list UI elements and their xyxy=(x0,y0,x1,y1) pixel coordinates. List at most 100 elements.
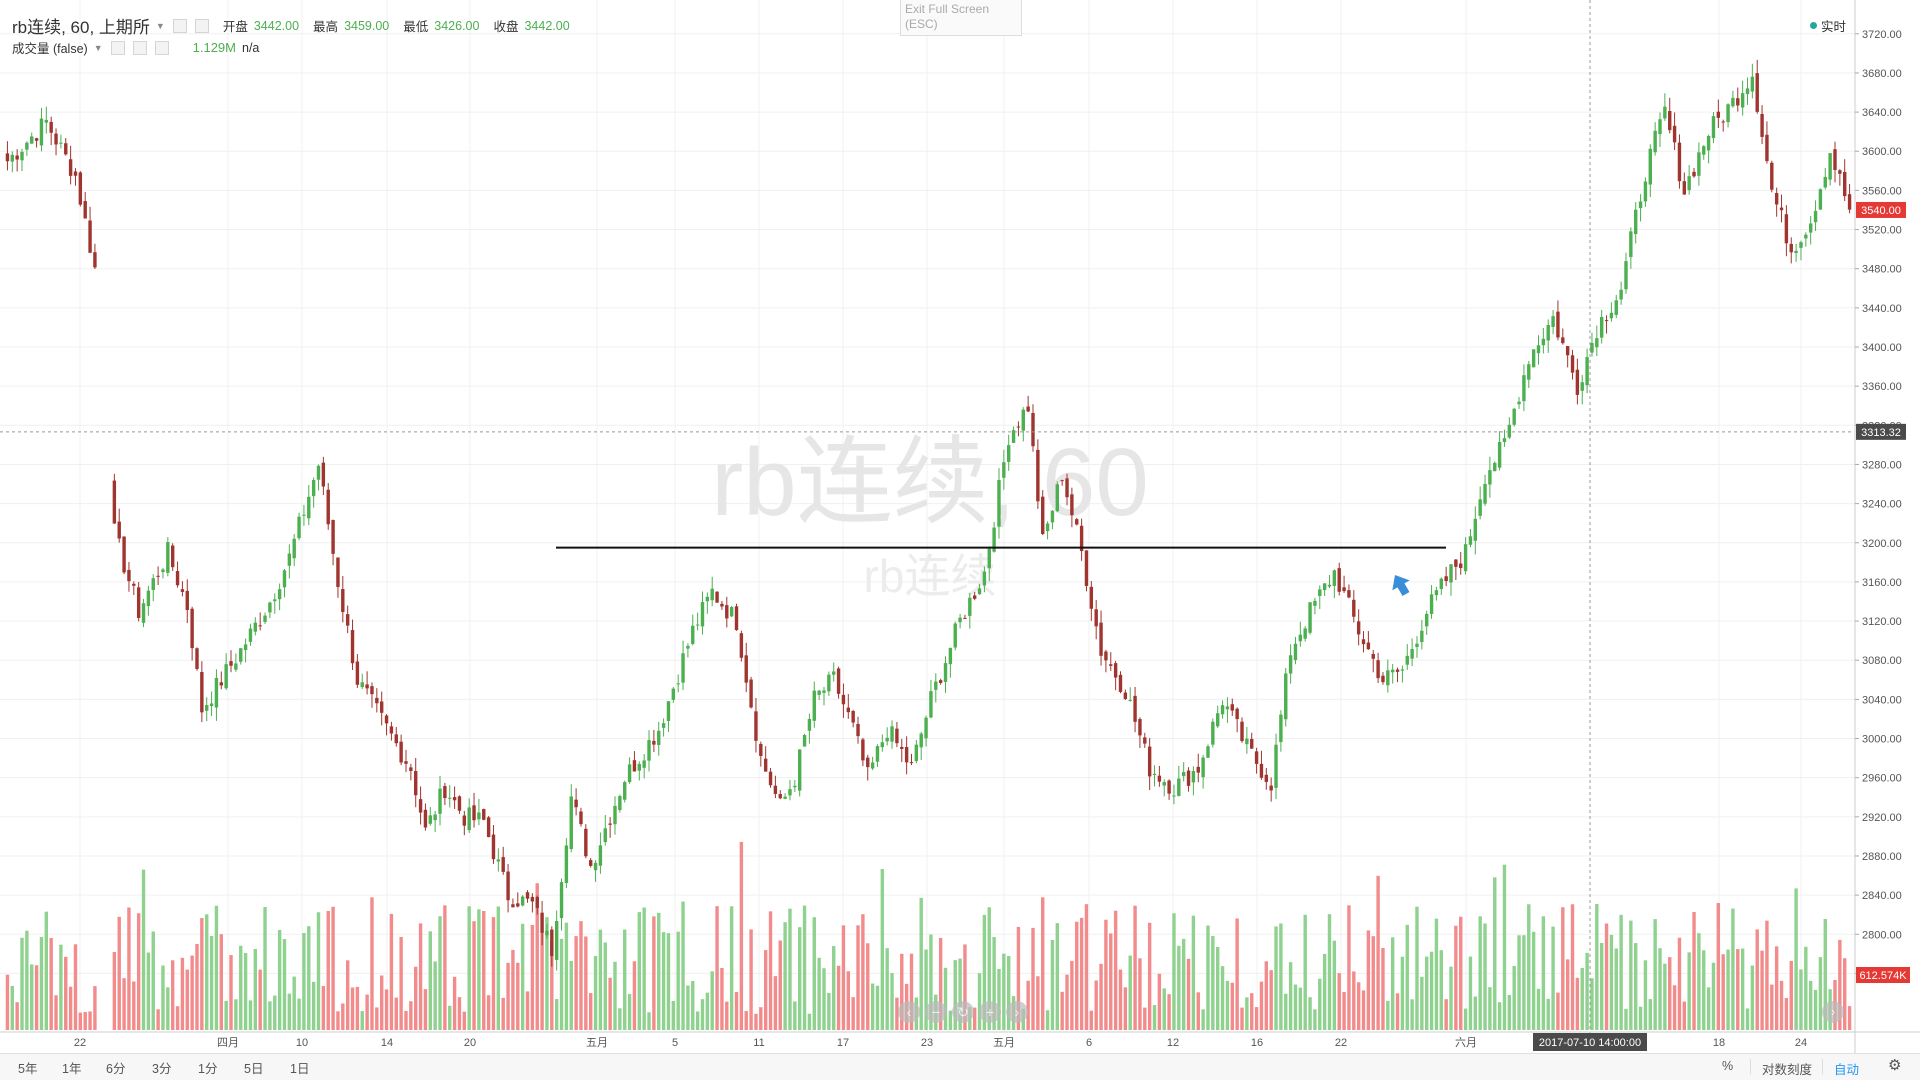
volume-bar xyxy=(1497,1002,1502,1030)
realtime-indicator[interactable]: 实时 xyxy=(1810,16,1846,35)
range-6m-button[interactable]: 6分 xyxy=(106,1062,126,1076)
candle-body xyxy=(1264,774,1269,782)
candle-body xyxy=(1284,673,1288,720)
volume-bar xyxy=(379,975,384,1030)
price-axis[interactable]: 3720.00 3680.00 3640.00 3600.00 3560.00 3520.… xyxy=(1855,29,1902,981)
high-label: 最高 xyxy=(313,20,339,34)
volume-bar xyxy=(584,936,588,1030)
exit-fullscreen-tooltip[interactable]: Exit Full Screen (ESC) xyxy=(900,0,1022,36)
settings-icon[interactable] xyxy=(132,40,147,55)
candle-body xyxy=(433,814,437,821)
candle-body xyxy=(146,590,151,607)
candle-body xyxy=(720,603,724,607)
candle-body xyxy=(943,663,948,682)
volume-bar xyxy=(535,883,539,1030)
symbol-title[interactable]: rb连续, 60, 上期所 xyxy=(12,18,150,37)
eye-icon[interactable] xyxy=(172,18,187,33)
candle-body xyxy=(875,746,880,762)
volume-bar xyxy=(1269,970,1273,1030)
candle-body xyxy=(428,815,432,824)
auto-scale-button[interactable]: 自动 xyxy=(1834,1063,1860,1077)
settings-icon[interactable] xyxy=(194,18,209,33)
price-tick-label: 2880.00 xyxy=(1862,851,1902,863)
candle-body xyxy=(1697,152,1701,176)
volume-bar xyxy=(720,967,724,1030)
candle-body xyxy=(1634,209,1638,235)
volume-bar xyxy=(1410,999,1414,1030)
log-scale-button[interactable]: 对数刻度 xyxy=(1762,1063,1813,1077)
candle-body xyxy=(1838,170,1842,174)
candle-body xyxy=(953,623,957,648)
volume-value-label: 612.574K xyxy=(1856,967,1910,983)
time-axis[interactable]: 22 四月 10 14 20 五月 5 11 17 23 五月 6 12 16 22 六月 18 24 xyxy=(74,1036,1807,1049)
range-1y-button[interactable]: 1年 xyxy=(62,1062,82,1076)
volume-bar xyxy=(822,968,826,1030)
volume-bar xyxy=(1585,952,1589,1030)
candle-body xyxy=(1099,622,1103,656)
candle-body xyxy=(277,589,282,600)
zoom-out-icon[interactable]: − xyxy=(925,1001,947,1023)
volume-bar xyxy=(355,986,360,1030)
range-1m-button[interactable]: 1分 xyxy=(198,1062,218,1076)
candle-body xyxy=(30,136,34,144)
zoom-in-icon[interactable]: + xyxy=(979,1001,1001,1023)
scroll-left-icon[interactable]: ‹ xyxy=(898,1001,920,1023)
volume-bar xyxy=(1599,942,1604,1030)
volume-bar xyxy=(924,949,928,1030)
candle-body xyxy=(1497,441,1502,468)
volume-bar xyxy=(1595,904,1599,1030)
eye-icon[interactable] xyxy=(110,40,125,55)
arrow-icon[interactable] xyxy=(1386,570,1414,599)
candle-body xyxy=(1410,649,1414,659)
volume-bar xyxy=(1128,955,1132,1030)
volume-bar xyxy=(1565,959,1570,1030)
candle-body xyxy=(710,588,714,601)
close-icon[interactable] xyxy=(154,40,169,55)
volume-bar xyxy=(1658,948,1662,1030)
range-1d-button[interactable]: 1日 xyxy=(290,1062,310,1076)
volume-bar xyxy=(1429,951,1434,1030)
volume-bar xyxy=(1731,908,1735,1030)
candle-body xyxy=(448,797,452,799)
candle-body xyxy=(511,904,515,908)
volume-bar xyxy=(428,931,432,1030)
candle-body xyxy=(1580,382,1584,391)
candle-body xyxy=(239,648,243,662)
percent-scale-button[interactable]: % xyxy=(1722,1059,1734,1073)
scroll-right-icon[interactable]: › xyxy=(1006,1001,1028,1023)
volume-bar xyxy=(739,841,744,1030)
volume-bar xyxy=(1459,916,1463,1030)
volume-bar xyxy=(1250,993,1254,1030)
price-tick-label: 3680.00 xyxy=(1862,68,1902,80)
candle-body xyxy=(132,583,136,586)
candle-body xyxy=(1833,149,1837,170)
gear-icon[interactable]: ⚙ xyxy=(1888,1057,1902,1074)
candle-body xyxy=(1303,628,1307,639)
candle-body xyxy=(1439,578,1443,590)
close-label: 收盘 xyxy=(493,20,519,34)
volume-bar xyxy=(360,1011,364,1030)
volume-bar xyxy=(166,987,170,1030)
volume-bar xyxy=(1697,933,1701,1030)
candle-body xyxy=(1774,192,1779,205)
chevron-down-icon[interactable]: ▼ xyxy=(93,42,103,53)
volume-bar xyxy=(1638,1006,1643,1030)
volume-title[interactable]: 成交量 (false) xyxy=(12,42,88,56)
range-3m-button[interactable]: 3分 xyxy=(152,1062,172,1076)
volume-bar xyxy=(365,994,369,1030)
candle-body xyxy=(1556,311,1560,338)
chevron-down-icon[interactable]: ▼ xyxy=(155,20,165,31)
reset-icon[interactable]: ↻ xyxy=(952,1001,974,1023)
range-5y-button[interactable]: 5年 xyxy=(18,1062,38,1076)
candle-body xyxy=(1740,93,1745,108)
go-to-realtime-icon[interactable]: › xyxy=(1822,1001,1844,1023)
range-5d-button[interactable]: 5日 xyxy=(244,1062,264,1076)
candle-body xyxy=(657,730,661,746)
volume-bar xyxy=(977,973,982,1030)
candle-body xyxy=(584,828,588,857)
volume-bar xyxy=(1434,918,1439,1030)
volume-bar xyxy=(1157,973,1162,1030)
candle-body xyxy=(1760,113,1764,137)
volume-bar xyxy=(496,906,501,1030)
